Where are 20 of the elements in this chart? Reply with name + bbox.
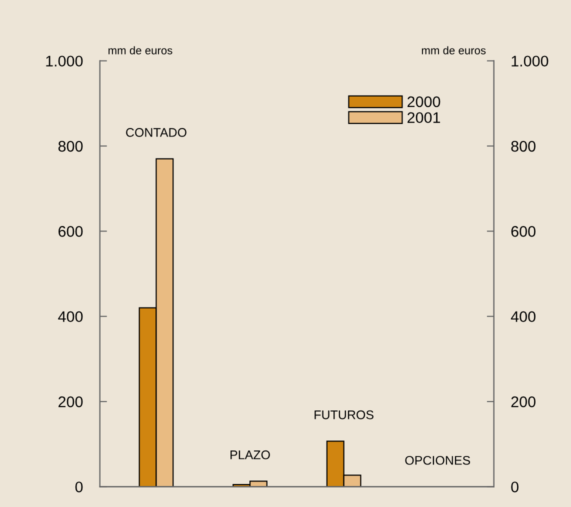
y2-tick-label: 1.000 [512,56,548,67]
y2-tick-label: 600 [511,226,536,237]
y-axis-title: mm de euros [108,46,172,54]
y-tick-label: 400 [58,311,83,322]
y-tick-label: 1.000 [46,56,83,67]
y2-tick-label: 800 [511,140,536,152]
y-tick-label: 800 [58,140,83,152]
x-tick-label: PLAZO [230,450,270,460]
x-tick-label: CONTADO [126,128,186,137]
y2-tick-label: 0 [511,482,518,492]
y-tick-label: 200 [58,396,83,408]
legend-label: 2000 [408,96,440,108]
y2-tick-label: 200 [511,396,536,408]
y-tick-label: 0 [75,482,83,492]
y2-axis-title: mm de euros [422,46,486,54]
y-tick-label: 600 [58,226,83,237]
legend-label: 2001 [408,112,440,124]
x-tick-label: FUTUROS [314,410,374,420]
y2-tick-label: 400 [510,311,536,322]
x-tick-label: OPCIONES [405,456,470,465]
